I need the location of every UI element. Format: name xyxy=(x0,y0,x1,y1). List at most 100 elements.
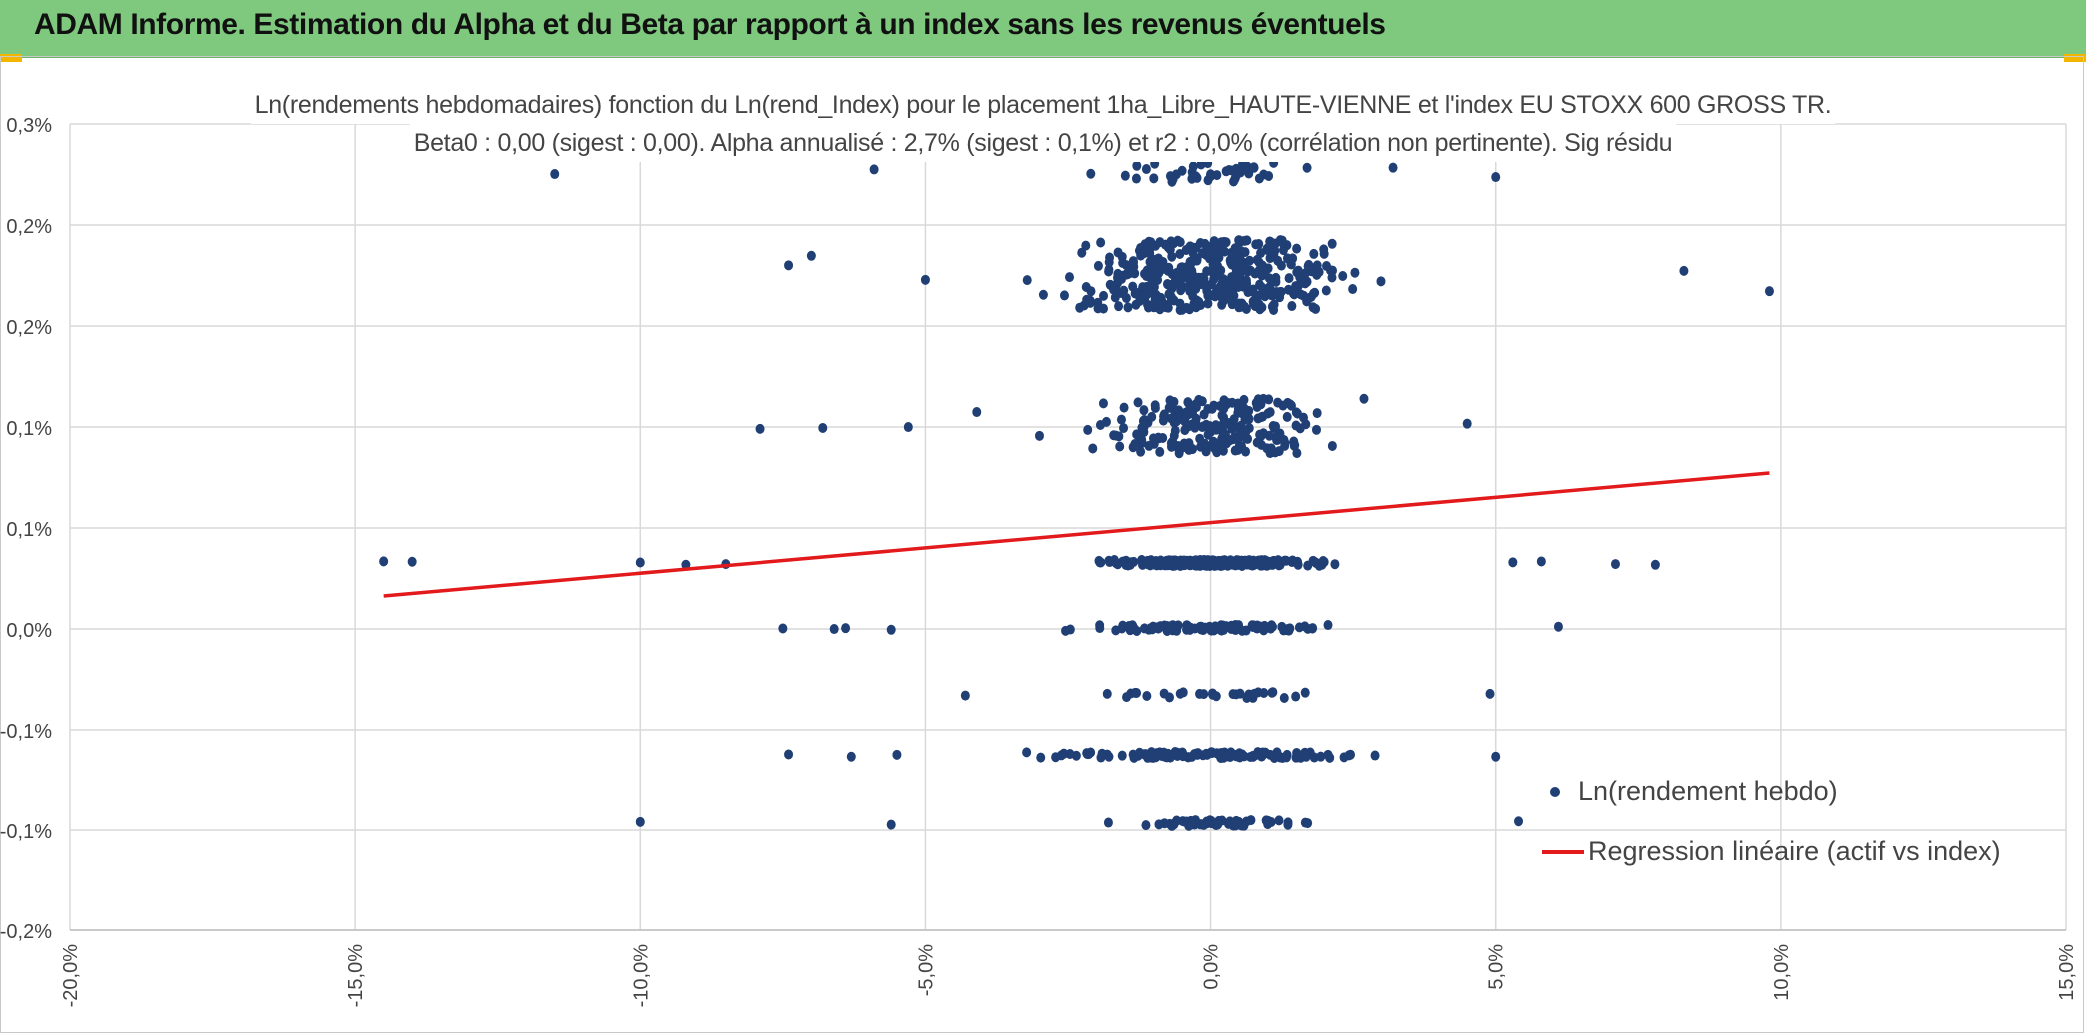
data-point xyxy=(1128,281,1138,292)
x-tick-label: -10,0% xyxy=(630,944,652,1008)
data-point xyxy=(1150,402,1160,413)
data-point xyxy=(1243,555,1253,566)
data-point xyxy=(1610,559,1620,570)
data-point xyxy=(1224,558,1234,569)
data-point xyxy=(1300,278,1310,289)
data-point xyxy=(1085,297,1095,308)
y-tick-label: 0,3% xyxy=(6,115,52,137)
data-point xyxy=(1278,245,1288,256)
data-point xyxy=(920,274,930,285)
data-point xyxy=(1252,402,1262,413)
chart-frame xyxy=(0,56,2084,1033)
data-point xyxy=(1462,418,1472,429)
data-point xyxy=(1165,171,1175,182)
data-point xyxy=(1300,747,1310,758)
x-tick-label: 10,0% xyxy=(1771,944,1793,1001)
data-point xyxy=(1284,273,1294,284)
data-point xyxy=(1137,422,1147,433)
data-point xyxy=(1210,621,1220,632)
x-tick-label: 0,0% xyxy=(1201,944,1223,990)
data-point xyxy=(886,819,896,830)
data-point xyxy=(818,422,828,433)
data-point xyxy=(1227,259,1237,270)
data-point xyxy=(1309,248,1319,259)
data-point xyxy=(1172,750,1182,761)
data-point xyxy=(1293,265,1303,276)
data-point xyxy=(1271,272,1281,283)
data-point xyxy=(1249,162,1259,173)
data-point xyxy=(1123,560,1133,571)
data-point xyxy=(1267,687,1277,698)
data-point xyxy=(1233,281,1243,292)
data-point xyxy=(1168,280,1178,291)
data-point xyxy=(1180,425,1190,436)
data-point xyxy=(1536,556,1546,567)
data-point xyxy=(1103,817,1113,828)
data-point xyxy=(1174,405,1184,416)
data-point xyxy=(1323,620,1333,631)
data-point xyxy=(1116,414,1126,425)
x-tick-label: 15,0% xyxy=(2056,944,2078,1001)
data-point xyxy=(1077,247,1087,258)
data-point xyxy=(1229,176,1239,187)
data-point xyxy=(1187,819,1197,830)
data-point xyxy=(1205,246,1215,257)
data-point xyxy=(1553,621,1563,632)
data-point xyxy=(1139,405,1149,416)
data-point xyxy=(1292,747,1302,758)
legend-item-points: Ln(rendement hebdo) xyxy=(1530,776,1838,807)
data-point xyxy=(1202,560,1212,571)
data-point xyxy=(1153,749,1163,760)
data-point xyxy=(1168,625,1178,636)
data-point xyxy=(1038,289,1048,300)
data-point xyxy=(1200,438,1210,449)
data-point xyxy=(755,423,765,434)
data-point xyxy=(1321,285,1331,296)
x-tick-label: -5,0% xyxy=(915,944,937,996)
data-point xyxy=(1234,816,1244,827)
data-point xyxy=(1255,267,1265,278)
x-tick-label: -20,0% xyxy=(60,944,82,1008)
data-point xyxy=(1141,558,1151,569)
data-point xyxy=(1491,751,1501,762)
corner-accent-right xyxy=(2064,54,2086,62)
data-point xyxy=(1235,167,1245,178)
data-point xyxy=(1264,273,1274,284)
y-tick-label: -0,1% xyxy=(0,821,52,843)
data-point xyxy=(1195,688,1205,699)
data-point xyxy=(1242,278,1252,289)
data-point xyxy=(1185,256,1195,267)
data-point xyxy=(1253,687,1263,698)
data-point xyxy=(1263,408,1273,419)
data-point xyxy=(1096,557,1106,568)
data-point xyxy=(1179,816,1189,827)
data-point xyxy=(407,556,417,567)
data-point xyxy=(1166,413,1176,424)
data-point xyxy=(1104,555,1114,566)
data-point xyxy=(1311,303,1321,314)
report-title: ADAM Informe. Estimation du Alpha et du … xyxy=(34,8,1386,41)
data-point xyxy=(1182,624,1192,635)
data-point xyxy=(1267,620,1277,631)
data-point xyxy=(1109,284,1119,295)
data-point xyxy=(1201,446,1211,457)
data-point xyxy=(1022,747,1032,758)
corner-accent-left xyxy=(0,54,22,62)
data-point xyxy=(1139,414,1149,425)
chart-title-line-1: Ln(rendements hebdomadaires) fonction du… xyxy=(250,86,1836,124)
data-point xyxy=(1239,394,1249,405)
data-point xyxy=(1279,434,1289,445)
data-point xyxy=(1254,239,1264,250)
data-point xyxy=(1175,557,1185,568)
data-point xyxy=(1146,242,1156,253)
data-point xyxy=(1211,691,1221,702)
data-point xyxy=(1272,747,1282,758)
report-banner: ADAM Informe. Estimation du Alpha et du … xyxy=(0,0,2086,58)
chart-title: Ln(rendements hebdomadaires) fonction du… xyxy=(0,86,2086,162)
y-tick-label: 0,2% xyxy=(6,317,52,339)
data-point xyxy=(1264,171,1274,182)
data-point xyxy=(1153,253,1163,264)
data-point xyxy=(1764,286,1774,297)
data-point xyxy=(1200,238,1210,249)
